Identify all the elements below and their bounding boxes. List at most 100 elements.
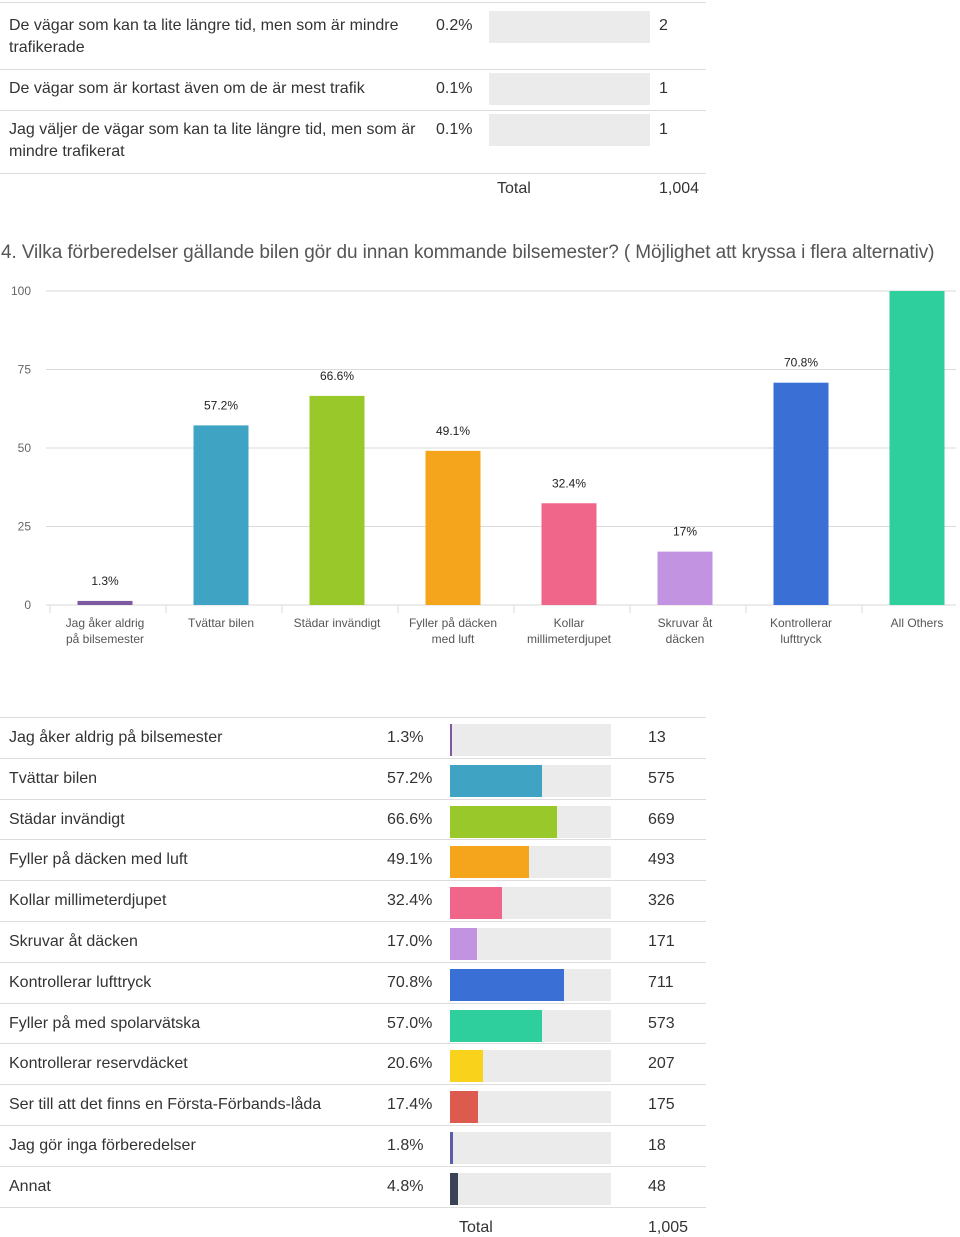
- row-percent: 0.1%: [436, 80, 473, 97]
- y-tick-label: 75: [18, 363, 32, 377]
- row-bar-track: [450, 1132, 611, 1164]
- row-bar-track: [450, 805, 611, 838]
- bar-chart: 0 25 50 75 100 1.3% Jag åker aldrig på bilsemes…: [11, 284, 956, 646]
- row-count: 573: [648, 1014, 675, 1032]
- data-label: 70.8%: [784, 356, 818, 370]
- bar: [77, 600, 133, 605]
- row-label: Fyller på med spolarvätska: [9, 1014, 201, 1032]
- bar: [193, 425, 249, 605]
- table-row: Kollar millimeterdjupet 32.4% 326: [0, 880, 706, 921]
- table-row: Jag åker aldrig på bilsemester 1.3% 13: [0, 717, 706, 758]
- table-row: De vägar som är kortast även om de är me…: [0, 70, 706, 111]
- row-bar-track: [450, 928, 611, 960]
- x-tick-label: Städar invändigt: [294, 616, 381, 630]
- table-row: Annat 4.8% 48: [0, 1165, 706, 1207]
- table-row: Jag väljer de vägar som kan ta lite läng…: [0, 111, 706, 174]
- row-count: 175: [648, 1096, 675, 1114]
- row-label: Kollar millimeterdjupet: [9, 892, 167, 910]
- table-row: Städar invändigt 66.6% 669: [0, 798, 706, 840]
- row-percent: 1.8%: [387, 1137, 424, 1154]
- row-label: Ser till att det finns en Första-Förband…: [9, 1096, 322, 1114]
- bar: [657, 551, 713, 605]
- row-percent: 17.0%: [387, 933, 433, 950]
- row-percent: 0.2%: [436, 17, 473, 34]
- row-bar-fill: [450, 887, 503, 920]
- row-label: De vägar som är kortast även om de är me…: [9, 80, 365, 97]
- chart-labels: 0 25 50 75 100 1.3% Jag åker aldrig på bilsemes…: [11, 284, 943, 646]
- row-count: 711: [648, 973, 674, 991]
- top-table-border: [0, 2, 706, 3]
- x-tick-label: Jag åker aldrig: [66, 616, 145, 630]
- row-bar-fill: [450, 1172, 458, 1205]
- total-label: Total: [497, 180, 531, 197]
- row-bar-track: [489, 73, 650, 105]
- row-count: 575: [648, 769, 675, 787]
- x-tick-label: däcken: [666, 632, 705, 646]
- row-label: Kontrollerar lufttryck: [9, 973, 152, 991]
- row-bar-track: [489, 114, 650, 146]
- table-row: Skruvar åt däcken 17.0% 171: [0, 921, 706, 962]
- row-bar-track: [450, 968, 611, 1001]
- row-bar-track: [450, 1091, 611, 1124]
- row-label: De vägar som kan ta lite längre tid, men…: [9, 17, 399, 56]
- table-row: Fyller på med spolarvätska 57.0% 573: [0, 1002, 706, 1044]
- row-percent: 49.1%: [387, 851, 433, 869]
- x-tick-label: Skruvar åt: [658, 616, 713, 630]
- table-row: Jag gör inga förberedelser 1.8% 18: [0, 1125, 706, 1166]
- data-label: 66.6%: [320, 369, 354, 383]
- row-bar-track: [450, 887, 611, 920]
- row-bar-fill: [450, 1009, 542, 1042]
- row-bar-track: [450, 764, 611, 797]
- data-label: 57.2%: [204, 398, 238, 412]
- question-title: 4. Vilka förberedelser gällande bilen gö…: [1, 242, 935, 263]
- row-label: Skruvar åt däcken: [9, 933, 138, 950]
- row-count: 1: [659, 80, 668, 97]
- x-tick-label: lufttryck: [780, 632, 822, 646]
- row-bar-fill: [450, 1050, 484, 1083]
- row-bar-fill: [450, 846, 530, 879]
- row-bar-fill: [450, 805, 558, 838]
- row-bar-track: [450, 1050, 611, 1083]
- y-tick-label: 25: [18, 520, 32, 534]
- table-row: Kontrollerar reservdäcket 20.6% 207: [0, 1043, 706, 1084]
- row-bar-fill: [450, 724, 453, 756]
- row-percent: 57.0%: [387, 1014, 433, 1032]
- x-tick-label: Kollar: [554, 616, 585, 630]
- row-label: Jag gör inga förberedelser: [9, 1137, 196, 1154]
- row-count: 669: [648, 810, 675, 828]
- row-bar-fill: [450, 764, 543, 797]
- table-row: Kontrollerar lufttryck 70.8% 711: [0, 961, 706, 1003]
- table-row: Ser till att det finns en Första-Förband…: [0, 1084, 706, 1125]
- bar: [889, 291, 945, 605]
- bar: [309, 395, 365, 605]
- row-percent: 57.2%: [387, 769, 433, 787]
- row-label: Jag åker aldrig på bilsemester: [9, 729, 223, 746]
- row-count: 13: [648, 729, 666, 746]
- row-label: Jag väljer de vägar som kan ta lite läng…: [9, 121, 416, 160]
- chart-bars: [77, 291, 945, 605]
- y-tick-label: 100: [11, 284, 31, 298]
- row-count: 2: [659, 17, 668, 34]
- total-label: Total: [459, 1219, 493, 1236]
- data-label: 49.1%: [436, 424, 470, 438]
- x-tick-label: Kontrollerar: [770, 616, 832, 630]
- x-tick-label: Fyller på däcken: [409, 616, 497, 630]
- x-tick-label: på bilsemester: [66, 632, 144, 646]
- bar: [541, 503, 597, 605]
- row-percent: 4.8%: [387, 1177, 424, 1195]
- row-percent: 70.8%: [387, 973, 433, 991]
- row-bar-fill: [450, 1091, 478, 1124]
- total-value: 1,005: [648, 1219, 689, 1236]
- row-count: 18: [648, 1137, 666, 1154]
- row-bar-fill: [450, 968, 564, 1001]
- data-label: 17%: [673, 525, 697, 539]
- row-percent: 1.3%: [387, 729, 424, 746]
- x-tick-label: All Others: [891, 616, 944, 630]
- row-percent: 17.4%: [387, 1096, 433, 1114]
- row-bar-fill: [450, 928, 478, 960]
- row-count: 207: [648, 1055, 675, 1073]
- row-count: 171: [648, 933, 675, 950]
- y-tick-label: 50: [18, 441, 32, 455]
- bar: [773, 382, 829, 605]
- row-count: 1: [659, 121, 668, 138]
